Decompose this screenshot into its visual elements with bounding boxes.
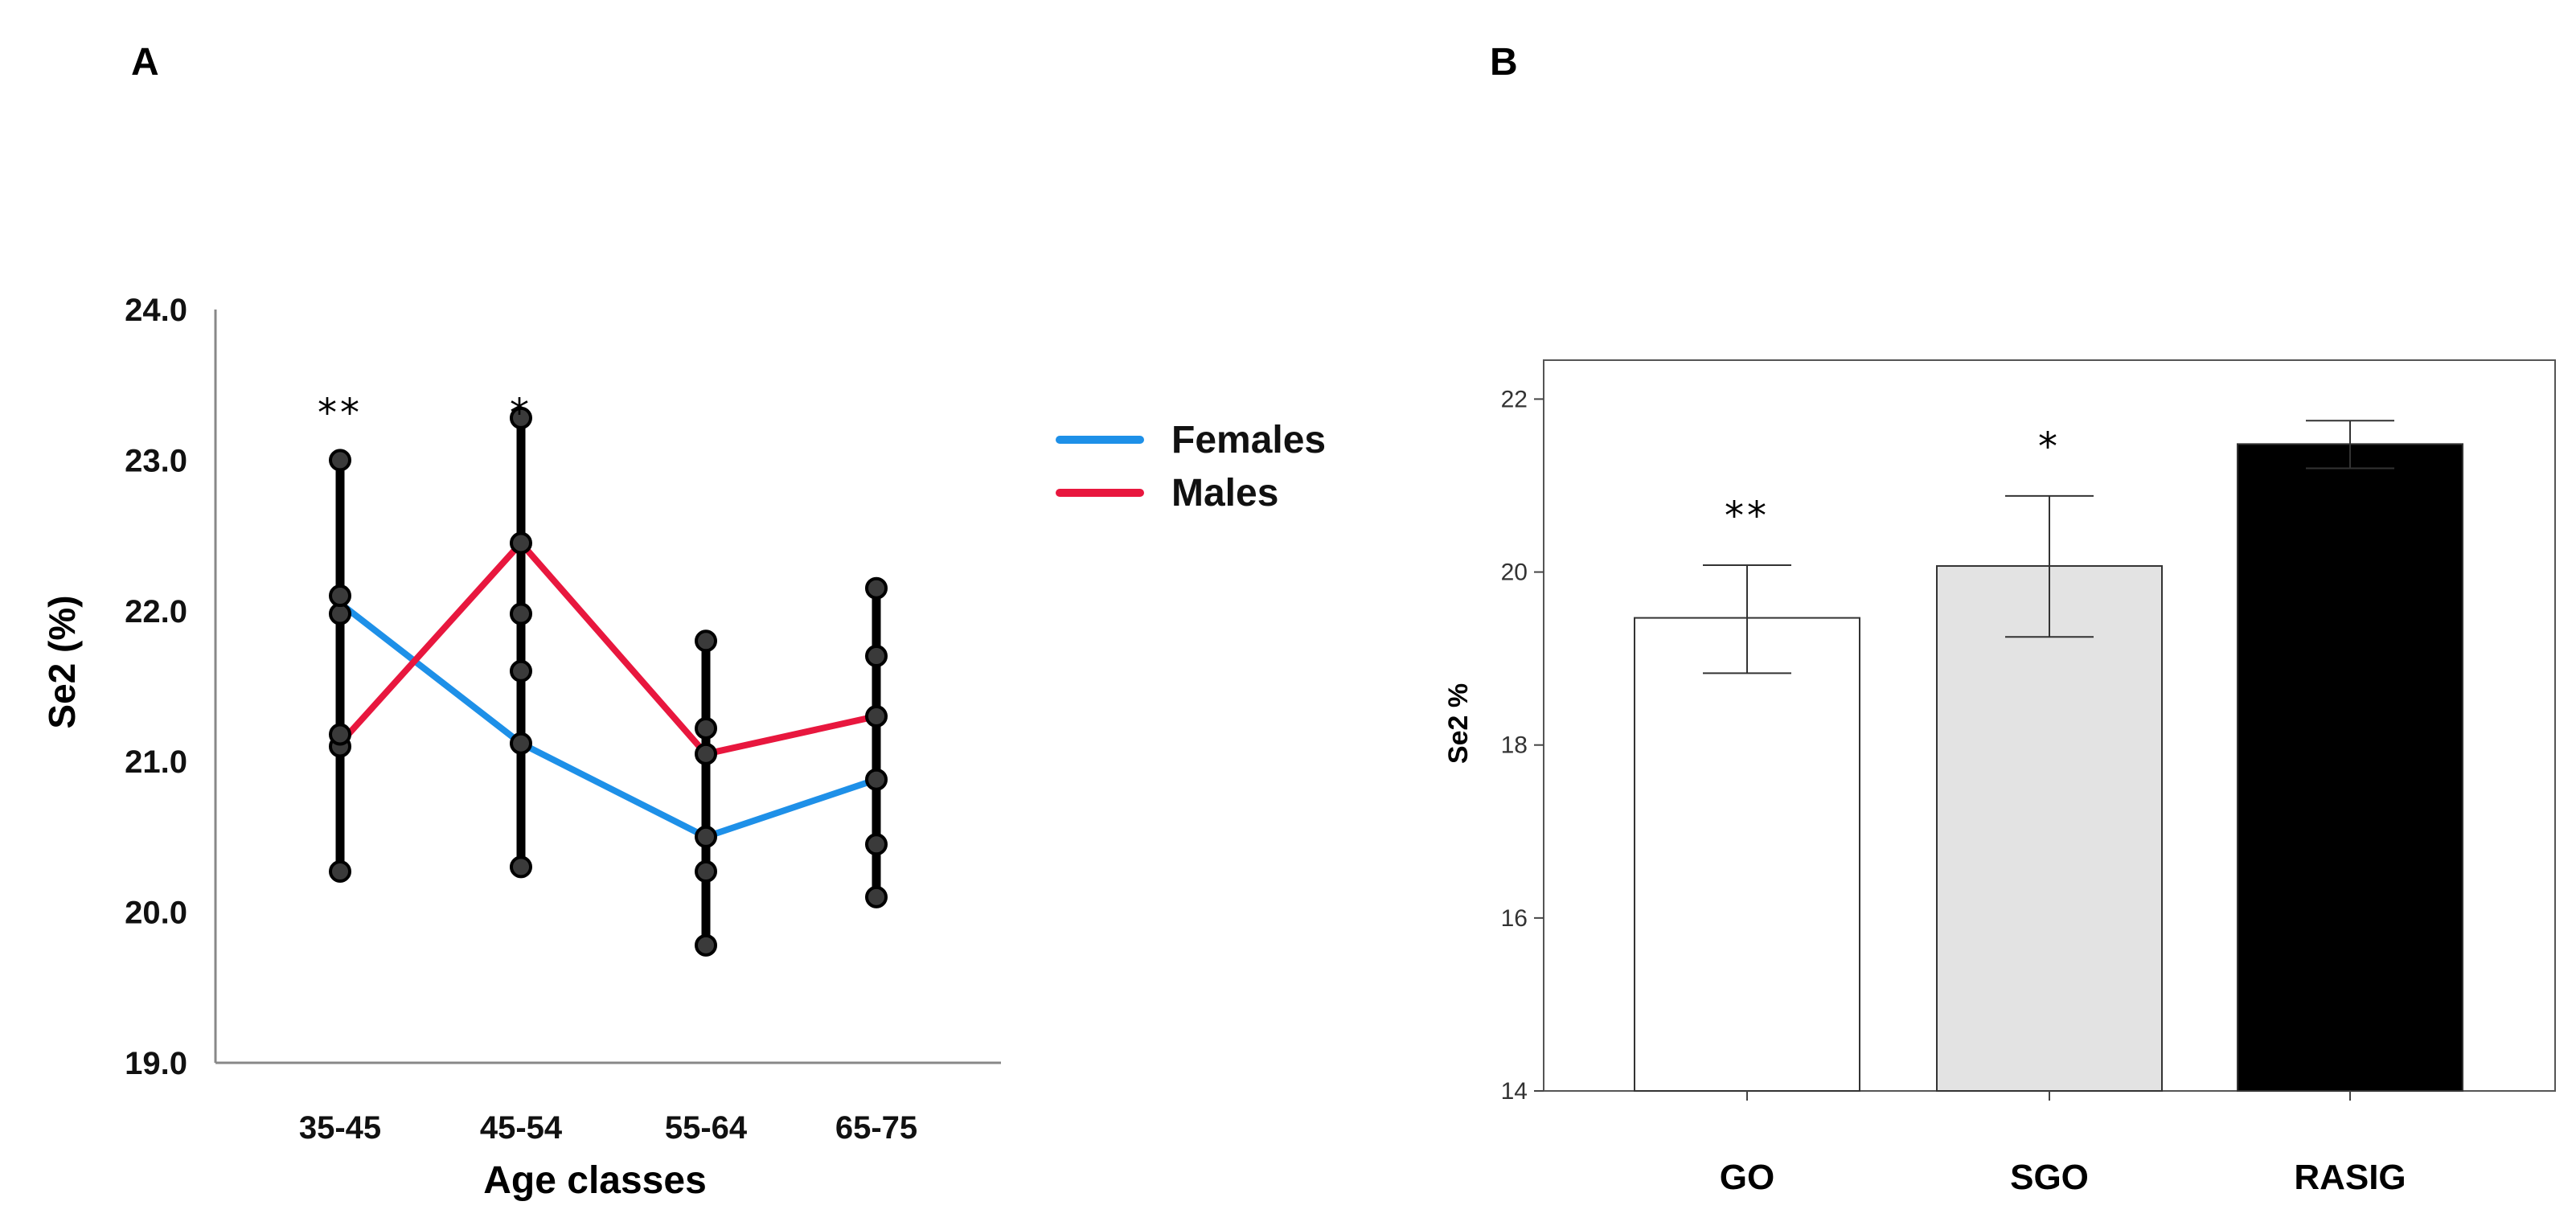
y-axis-title: Se2 % bbox=[1443, 683, 1474, 764]
x-tick-label: 65-75 bbox=[835, 1110, 917, 1146]
data-point-marker bbox=[510, 659, 532, 683]
y-tick-label: 14 bbox=[1501, 1078, 1528, 1105]
y-tick-label: 22 bbox=[1501, 386, 1528, 412]
significance-marker: * bbox=[2038, 424, 2061, 469]
data-point-marker bbox=[329, 584, 351, 608]
y-tick-label: 23.0 bbox=[125, 443, 187, 478]
data-point-marker bbox=[865, 576, 888, 600]
bar-sgo bbox=[1936, 565, 2163, 1092]
data-point-marker bbox=[695, 716, 717, 740]
data-point-marker bbox=[329, 723, 351, 746]
data-point-marker bbox=[865, 833, 888, 856]
x-tick-label: 45-54 bbox=[480, 1110, 563, 1146]
panel-b-label: B bbox=[1490, 41, 1518, 84]
x-tick-label: 35-45 bbox=[299, 1110, 381, 1146]
data-point-marker bbox=[695, 629, 717, 653]
x-tick-label: SGO bbox=[2010, 1158, 2089, 1197]
y-tick-label: 18 bbox=[1501, 732, 1528, 759]
bar-rasig bbox=[2237, 443, 2463, 1092]
data-point-marker bbox=[510, 732, 532, 755]
data-point-marker bbox=[510, 855, 532, 879]
panel-a-label: A bbox=[131, 41, 159, 84]
data-point-marker bbox=[510, 531, 532, 555]
x-axis-title: Age classes bbox=[483, 1159, 707, 1202]
y-tick-label: 20 bbox=[1501, 560, 1528, 586]
x-tick-label: RASIG bbox=[2294, 1158, 2406, 1197]
x-tick-label: 55-64 bbox=[665, 1110, 748, 1146]
significance-marker: ** bbox=[1725, 494, 1770, 539]
x-tick-label: GO bbox=[1720, 1158, 1774, 1197]
y-tick-label: 20.0 bbox=[125, 896, 187, 931]
legend-label-males: Males bbox=[1171, 472, 1278, 515]
series-line-males bbox=[338, 539, 877, 757]
data-point-marker bbox=[865, 885, 888, 908]
data-point-marker bbox=[695, 933, 717, 957]
y-tick-label: 21.0 bbox=[125, 744, 187, 780]
data-point-marker bbox=[510, 406, 532, 429]
legend-label-females: Females bbox=[1171, 419, 1326, 461]
y-tick-label: 16 bbox=[1501, 905, 1528, 932]
data-point-marker bbox=[695, 825, 717, 848]
bar-go bbox=[1634, 617, 1860, 1092]
y-tick-label: 19.0 bbox=[125, 1046, 187, 1081]
significance-marker: ** bbox=[318, 391, 363, 436]
y-tick-label: 24.0 bbox=[125, 293, 187, 328]
series-line-females bbox=[338, 601, 878, 840]
data-point-marker bbox=[695, 742, 717, 765]
data-point-marker bbox=[329, 449, 351, 472]
chart-a: 19.0 20.0 21.0 22.0 23.0 24.0 35-45 45-54 55-64 6… bbox=[41, 293, 1326, 1202]
data-point-marker bbox=[329, 860, 351, 884]
data-point-marker bbox=[695, 860, 717, 884]
data-point-marker bbox=[865, 768, 888, 791]
data-point-marker bbox=[865, 645, 888, 668]
data-point-marker bbox=[510, 602, 532, 625]
y-axis-title: Se2 (%) bbox=[41, 595, 83, 728]
significance-marker: * bbox=[510, 391, 532, 436]
data-point-marker bbox=[865, 704, 888, 728]
y-tick-label: 22.0 bbox=[125, 594, 187, 629]
